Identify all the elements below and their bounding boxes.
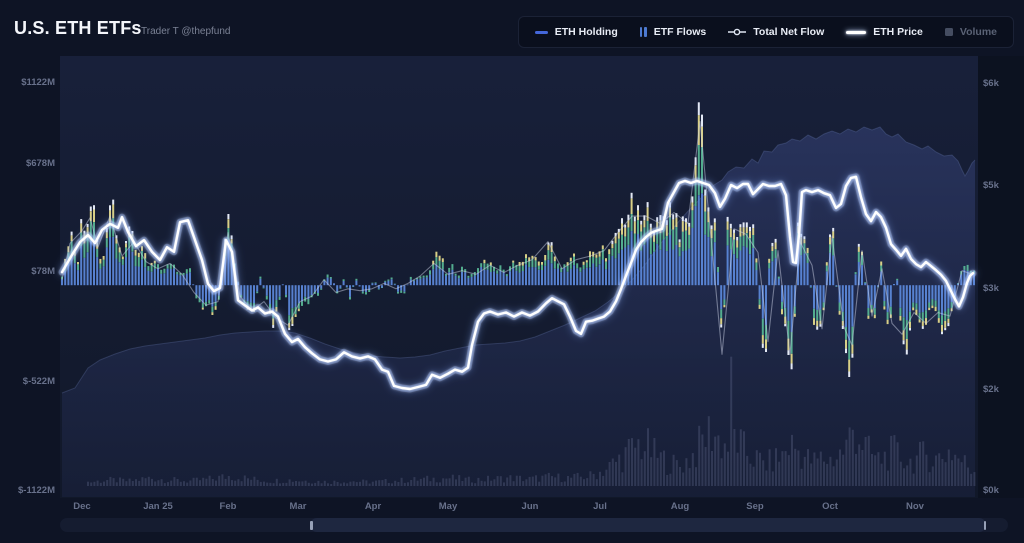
x-axis-month-label: Jan 25 [143,501,173,512]
y-right-tick-label: $3k [983,283,999,294]
x-axis-month-label: Dec [73,501,91,512]
legend-item-eth-price[interactable]: ETH Price [846,26,923,38]
eth-price-glow-line-icon [846,30,867,34]
legend-label: ETF Flows [653,26,707,38]
x-axis-month-label: Jul [593,501,607,512]
volume-layer [87,356,976,486]
header: U.S. ETH ETFs Trader T @thepfund ETH Hol… [0,0,1024,56]
x-axis-month-label: Nov [906,501,924,512]
x-axis-month-label: Oct [822,501,838,512]
x-axis-month-label: Mar [289,501,307,512]
legend-item-total-net-flow[interactable]: Total Net Flow [728,26,824,38]
right-axis-gutter [978,56,1024,498]
x-axis-month-label: Jun [521,501,539,512]
legend-item-eth-holding[interactable]: ETH Holding [534,26,618,38]
page-title: U.S. ETH ETFs [14,18,142,38]
y-left-tick-label: $1122M [21,77,55,88]
page-subtitle: Trader T @thepfund [141,26,231,37]
y-left-tick-label: $-522M [22,376,55,387]
scrollbar-track[interactable] [60,518,1008,532]
eth-holding-dash-icon [534,30,548,34]
x-axis-month-label: Aug [670,501,690,512]
y-left-tick-label: $678M [25,158,55,169]
y-right-tick-label: $5k [983,180,999,191]
x-axis-month-label: Sep [746,501,764,512]
y-right-tick-label: $6k [983,78,999,89]
legend-label: Volume [959,26,997,38]
legend-item-etf-flows[interactable]: ETF Flows [639,26,707,38]
y-right-tick-label: $0k [983,485,999,496]
y-left-tick-label: $-1122M [18,485,55,496]
legend: ETH Holding ETF Flows Total Net Flow ETH… [517,16,1014,48]
scrollbar-right-handle[interactable] [983,520,986,530]
y-right-tick-label: $2k [983,384,999,395]
netflow-layer [61,121,973,355]
scrollbar-left-handle[interactable] [310,520,313,530]
legend-item-volume[interactable]: Volume [944,26,997,38]
legend-label: ETH Price [873,26,923,38]
price-layer [58,173,977,393]
legend-label: Total Net Flow [753,26,825,38]
scrollbar-thumb[interactable] [310,518,986,532]
volume-square-icon [944,28,953,36]
x-axis-month-label: Apr [364,501,382,512]
y-left-tick-label: $78M [31,266,55,277]
net-flow-line-circle-icon [728,28,747,36]
legend-label: ETH Holding [554,26,618,38]
etf-flows-bars-icon [639,27,647,37]
x-axis-month-label: Feb [219,501,237,512]
x-axis-month-label: May [438,501,458,512]
